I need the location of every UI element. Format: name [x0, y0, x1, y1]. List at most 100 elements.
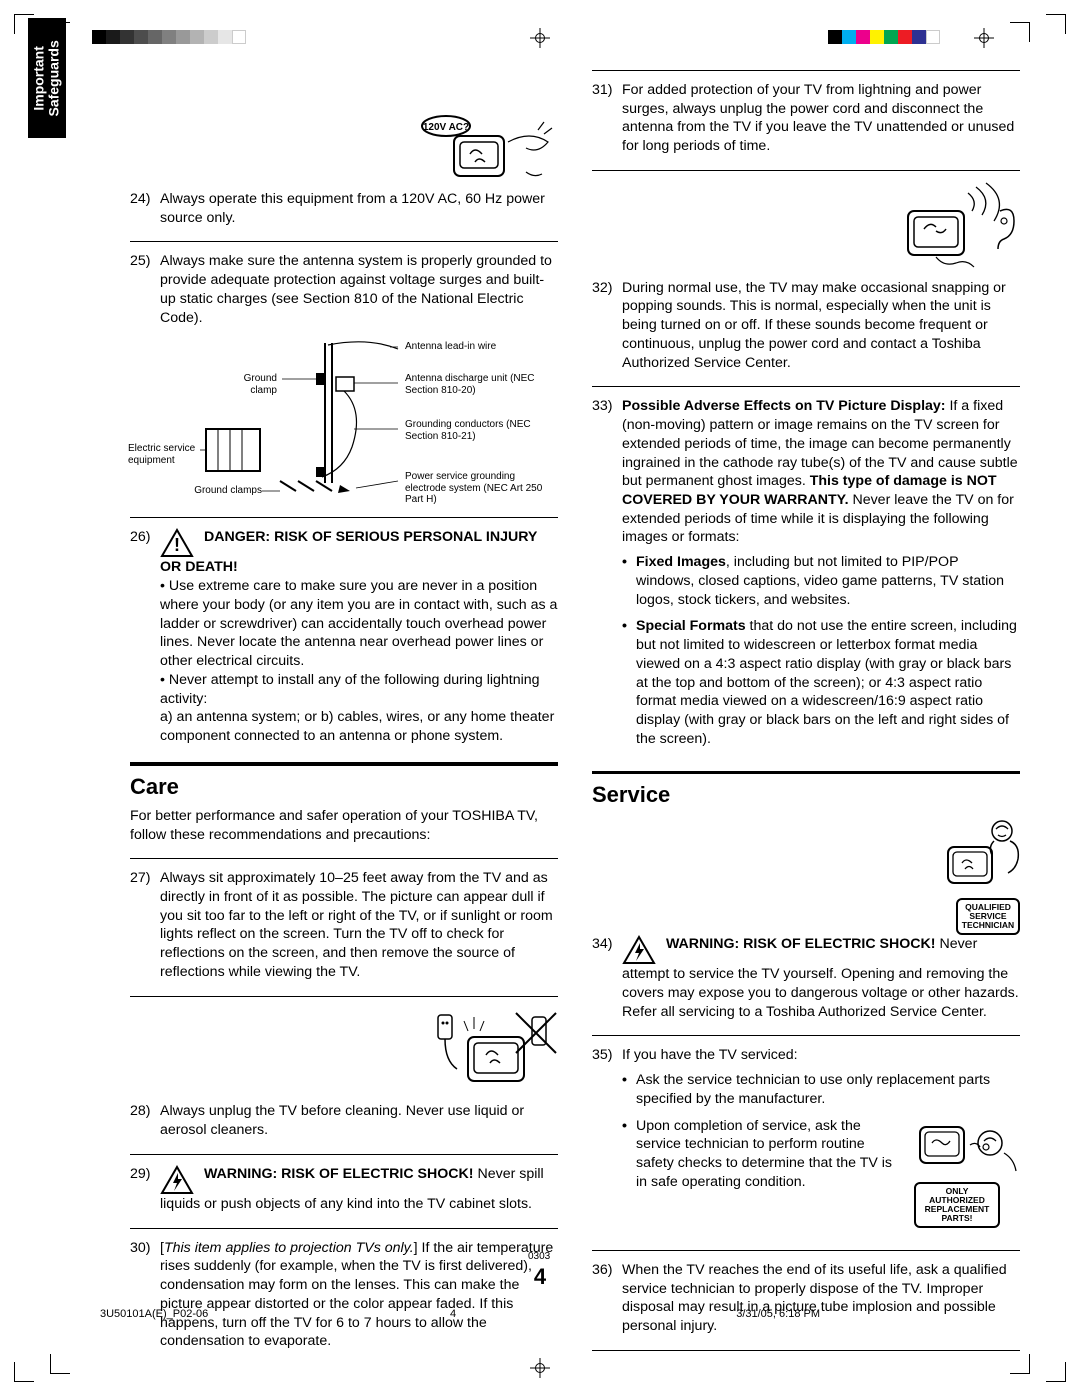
item-27: 27) Always sit approximately 10–25 feet …	[130, 869, 558, 981]
page-number: 4	[534, 1264, 546, 1290]
c-gc: Ground clamp	[215, 373, 277, 396]
tab-line1: Important	[31, 46, 47, 111]
crop-mark	[1046, 14, 1066, 34]
c-discharge: Antenna discharge unit (NEC Section 810-…	[405, 373, 535, 396]
crop-mark	[14, 1362, 34, 1382]
lead: If you have the TV serviced:	[622, 1047, 798, 1063]
care-title: Care	[130, 772, 558, 801]
rule	[130, 858, 558, 859]
c-lead: Antenna lead-in wire	[405, 341, 496, 353]
num: 25)	[130, 252, 160, 327]
crop-mark	[1010, 22, 1030, 42]
num: 29)	[130, 1165, 160, 1214]
footer-left: 3U50101A(E)_P02-06	[100, 1308, 208, 1320]
item-28: 28) Always unplug the TV before cleaning…	[130, 1007, 558, 1140]
lead: Possible Adverse Effects on TV Picture D…	[622, 398, 946, 414]
num: 31)	[592, 81, 622, 156]
footer-right: 3/31/05, 6:18 PM	[736, 1308, 820, 1320]
bullet-fixed: Fixed Images, including but not limited …	[622, 553, 1020, 609]
tail: ] If the air temperature rises suddenly …	[160, 1240, 553, 1350]
bl: Fixed Images	[636, 554, 726, 570]
p3: a) an antenna system; or b) cables, wire…	[160, 709, 554, 744]
num: 32)	[592, 279, 622, 373]
section-rule	[130, 762, 558, 766]
num: 35)	[592, 1046, 622, 1236]
title: DANGER: RISK OF SERIOUS PERSONAL INJURY …	[160, 529, 537, 575]
page-body: 120V AC? 24) Always operate this equipme…	[60, 70, 1020, 1326]
swatch-strip-color	[828, 30, 940, 44]
num: 24)	[130, 190, 160, 227]
crop-mark	[1046, 1362, 1066, 1382]
num: 30)	[130, 1239, 160, 1351]
item-31: 31) For added protection of your TV from…	[592, 81, 1020, 156]
register-cross	[974, 28, 994, 48]
num: 36)	[592, 1261, 622, 1336]
item-36: 36) When the TV reaches the end of its u…	[592, 1261, 1020, 1336]
section-rule	[592, 771, 1020, 774]
text: Always make sure the antenna system is p…	[160, 252, 558, 327]
bullet-special: Special Formats that do not use the enti…	[622, 617, 1020, 748]
badge-parts: ONLY AUTHORIZED REPLACEMENT PARTS!	[914, 1182, 1000, 1228]
num: 33)	[592, 397, 622, 756]
shock-icon	[160, 1165, 194, 1195]
item-35: 35) If you have the TV serviced: Ask the…	[592, 1046, 1020, 1236]
badge-tech: QUALIFIED SERVICE TECHNICIAN	[956, 898, 1020, 935]
ital: This item applies to projection TVs only…	[164, 1240, 414, 1256]
text: During normal use, the TV may make occas…	[622, 279, 1020, 373]
title: WARNING: RISK OF ELECTRIC SHOCK!	[204, 1166, 474, 1182]
rule	[130, 1154, 558, 1155]
b2: ONLY AUTHORIZED REPLACEMENT PARTS! Upon …	[622, 1117, 1020, 1228]
rule	[130, 517, 558, 518]
item-26: 26) ! DANGER: RISK OF SERIOUS PERSONAL I…	[130, 528, 558, 745]
danger-icon: !	[160, 528, 194, 558]
shock-icon	[622, 935, 656, 965]
care-intro: For better performance and safer operati…	[130, 807, 558, 844]
rule	[592, 170, 1020, 171]
service-title: Service	[592, 780, 1020, 809]
item-30: 30) [This item applies to projection TVs…	[130, 1239, 558, 1351]
p2: • Never attempt to install any of the fo…	[160, 672, 540, 707]
illus-120vac: 120V AC?	[408, 112, 558, 190]
item-33: 33) Possible Adverse Effects on TV Pictu…	[592, 397, 1020, 756]
swatch-strip-gray	[92, 30, 246, 44]
bt: that do not use the entire screen, inclu…	[636, 618, 1017, 746]
rev-code: 0303	[528, 1251, 550, 1262]
text: For added protection of your TV from lig…	[622, 81, 1020, 156]
num: 27)	[130, 869, 160, 981]
illus-snap	[900, 181, 1020, 279]
rule	[592, 1250, 1020, 1251]
illus-tech: QUALIFIED SERVICE TECHNICIAN	[910, 815, 1020, 936]
register-cross	[530, 28, 550, 48]
p1: • Use extreme care to make sure you are …	[160, 578, 557, 669]
num: 34)	[592, 935, 622, 1021]
text: Always unplug the TV before cleaning. Ne…	[160, 1102, 558, 1139]
register-cross	[530, 1358, 550, 1378]
c-elec: Power service grounding electrode system…	[405, 471, 555, 506]
callout-120v: 120V AC?	[423, 122, 469, 133]
footer-mid: 4	[450, 1308, 456, 1320]
rule	[130, 996, 558, 997]
bl: Special Formats	[636, 618, 746, 634]
registration-bottom	[0, 1348, 1080, 1396]
item-25: 25) Always make sure the antenna system …	[130, 252, 558, 503]
item-29: 29) WARNING: RISK OF ELECTRIC SHOCK! Nev…	[130, 1165, 558, 1214]
crop-mark	[50, 1354, 70, 1374]
num: 28)	[130, 1102, 160, 1139]
rule	[130, 1228, 558, 1229]
illus-clean	[398, 1007, 558, 1103]
text: Always operate this equipment from a 120…	[160, 190, 558, 227]
registration-top	[0, 0, 1080, 48]
rule	[592, 70, 1020, 71]
text: Always sit approximately 10–25 feet away…	[160, 869, 558, 981]
item-32: 32) During normal use, the TV may make o…	[592, 181, 1020, 372]
b1: Ask the service technician to use only r…	[622, 1071, 1020, 1108]
c-gcs: Ground clamps	[190, 485, 262, 497]
crop-mark	[1010, 1354, 1030, 1374]
num: 26)	[130, 528, 160, 745]
c-cond: Grounding conductors (NEC Section 810-21…	[405, 419, 535, 442]
rule	[592, 386, 1020, 387]
rule	[592, 1035, 1020, 1036]
item-24: 120V AC? 24) Always operate this equipme…	[130, 112, 558, 227]
c-ese: Electric service equipment	[128, 443, 206, 466]
grounding-diagram: Antenna lead-in wire Antenna discharge u…	[130, 333, 558, 503]
